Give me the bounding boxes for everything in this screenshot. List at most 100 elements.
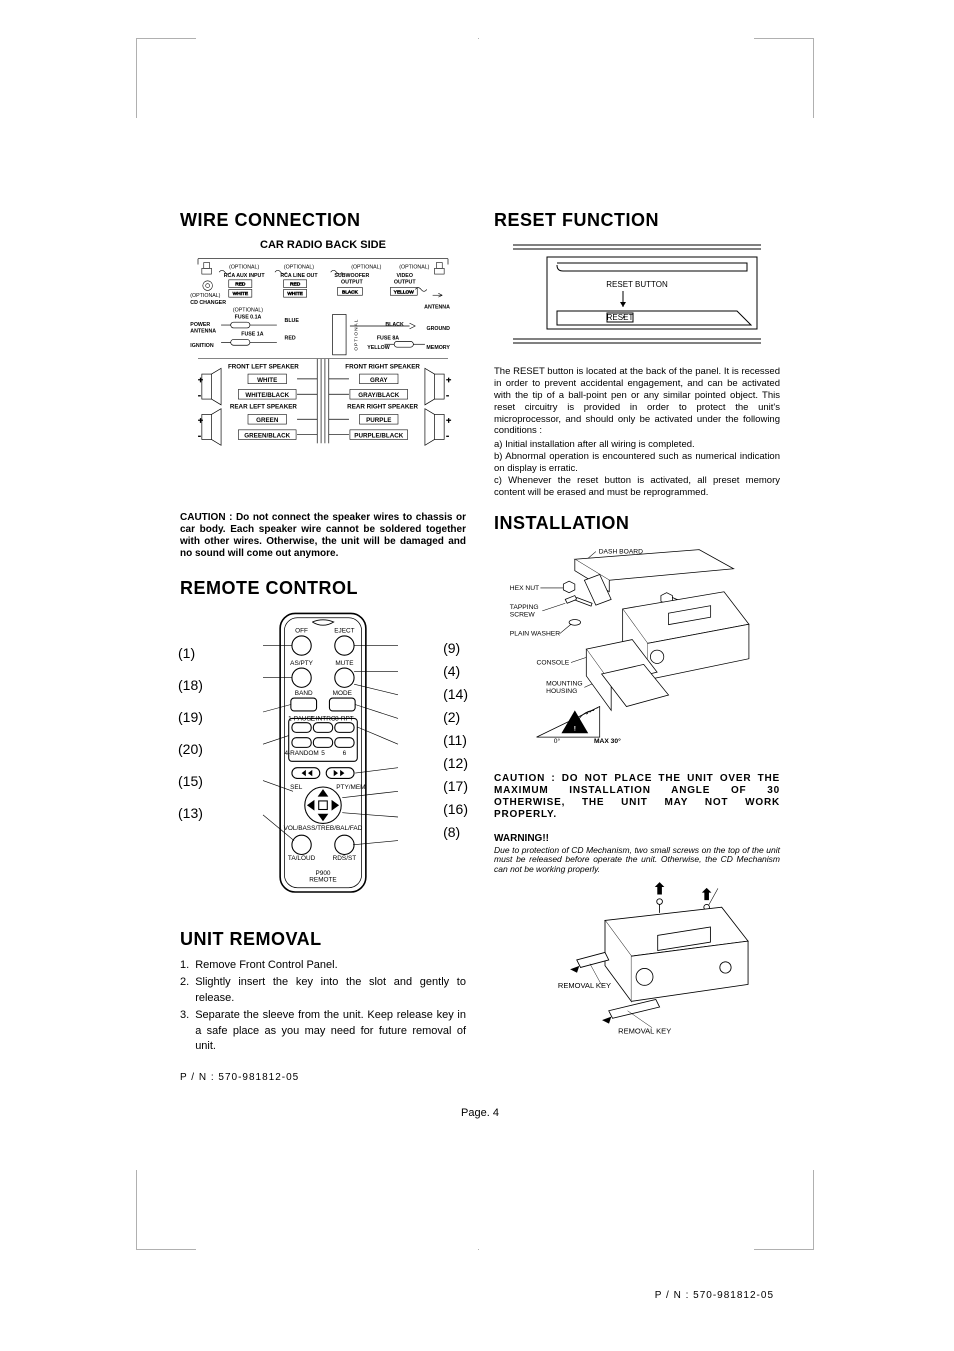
remote-numbers-right: (9) (4) (14) (2) (11) (12) (17) (16) (8): [443, 637, 468, 844]
svg-text:REAR LEFT SPEAKER: REAR LEFT SPEAKER: [230, 404, 298, 411]
reset-text-c: c) Whenever the reset button is activate…: [494, 475, 780, 499]
wire-diagram-title: CAR RADIO BACK SIDE: [180, 239, 466, 251]
crop-mark: [136, 1246, 196, 1250]
svg-text:GROUND: GROUND: [427, 326, 451, 332]
svg-text:BLACK: BLACK: [342, 289, 359, 295]
remote-num: (4): [443, 660, 468, 683]
svg-text:+: +: [198, 375, 203, 385]
wire-diagram-svg: (OPTIONAL) (OPTIONAL) (OPTIONAL) (OPTION…: [180, 251, 466, 501]
svg-text:WHITE: WHITE: [287, 291, 302, 297]
svg-text:2-INTRO: 2-INTRO: [310, 716, 336, 723]
svg-text:GREEN: GREEN: [256, 417, 279, 424]
svg-text:(OPTIONAL): (OPTIONAL): [229, 264, 259, 270]
svg-text:EJECT: EJECT: [334, 628, 354, 635]
svg-text:PURPLE: PURPLE: [366, 417, 391, 424]
remote-num: (1): [178, 637, 203, 669]
svg-text:RCA AUX INPUT: RCA AUX INPUT: [224, 273, 266, 279]
list-text: Slightly insert the key into the slot an…: [195, 975, 466, 1006]
remote-num: (12): [443, 752, 468, 775]
reset-text-main: The RESET button is located at the back …: [494, 366, 780, 437]
svg-text:BLACK: BLACK: [385, 322, 404, 328]
svg-text:-: -: [198, 390, 201, 400]
svg-text:+: +: [198, 415, 203, 425]
svg-text:PLAIN WASHER: PLAIN WASHER: [510, 630, 560, 637]
list-number: 2.: [180, 975, 189, 1006]
svg-text:POWER: POWER: [190, 322, 210, 328]
svg-text:REAR RIGHT SPEAKER: REAR RIGHT SPEAKER: [347, 404, 418, 411]
installation-diagram: DASH BOARD METAL MOUNTINGSTRAP HEX NUT T…: [494, 542, 780, 762]
svg-text:ANTENNA: ANTENNA: [190, 329, 216, 335]
svg-text:FUSE 1A: FUSE 1A: [241, 332, 263, 338]
svg-text:OUTPUT: OUTPUT: [394, 280, 416, 286]
svg-text:RESET BUTTON: RESET BUTTON: [606, 280, 668, 289]
remote-num: (8): [443, 821, 468, 844]
svg-text:(OPTIONAL): (OPTIONAL): [233, 308, 263, 314]
svg-text:RDS/ST: RDS/ST: [333, 855, 357, 862]
svg-text:PTY/MEM: PTY/MEM: [336, 784, 365, 791]
crop-mark: [136, 38, 196, 42]
svg-text:CONSOLE: CONSOLE: [537, 659, 570, 666]
svg-text:5: 5: [321, 750, 325, 757]
svg-text:AS/PTY: AS/PTY: [290, 660, 314, 667]
svg-text:0°: 0°: [554, 736, 561, 744]
svg-text:-: -: [446, 390, 449, 400]
remote-num: (2): [443, 706, 468, 729]
svg-text:RED: RED: [285, 335, 296, 341]
svg-text:CD CHANGER: CD CHANGER: [190, 300, 226, 306]
svg-text:YELLOW: YELLOW: [367, 345, 390, 351]
left-column: WIRE CONNECTION CAR RADIO BACK SIDE (OPT…: [180, 210, 466, 1083]
svg-text:MODE: MODE: [333, 690, 352, 697]
wire-diagram: CAR RADIO BACK SIDE (OPTIONAL) (OPTIONAL…: [180, 239, 466, 506]
crop-mark: [478, 1170, 479, 1250]
remote-control-heading: REMOTE CONTROL: [180, 578, 466, 599]
svg-text:FUSE 8A: FUSE 8A: [377, 335, 399, 341]
svg-text:FRONT LEFT SPEAKER: FRONT LEFT SPEAKER: [228, 363, 299, 370]
svg-text:RCA LINE OUT: RCA LINE OUT: [280, 273, 318, 279]
svg-text:WHITE/BLACK: WHITE/BLACK: [245, 392, 289, 399]
crop-mark: [754, 38, 814, 42]
list-number: 3.: [180, 1008, 189, 1054]
svg-text:TAPPING: TAPPING: [510, 604, 539, 611]
svg-text:-: -: [446, 431, 449, 441]
list-text: Separate the sleeve from the unit. Keep …: [195, 1008, 466, 1054]
svg-text:!: !: [574, 725, 576, 732]
svg-text:BAND: BAND: [295, 690, 313, 697]
svg-text:SEL: SEL: [290, 784, 303, 791]
remote-num: (18): [178, 669, 203, 701]
unit-removal-heading: UNIT REMOVAL: [180, 929, 466, 950]
installation-heading: INSTALLATION: [494, 513, 780, 534]
part-number-footer: P / N : 570-981812-05: [655, 1290, 774, 1301]
list-text: Remove Front Control Panel.: [195, 958, 337, 973]
crop-mark: [136, 38, 140, 118]
svg-text:BLUE: BLUE: [285, 318, 300, 324]
svg-text:3-RPT: 3-RPT: [335, 716, 354, 723]
remote-num: (14): [443, 683, 468, 706]
remote-num: (16): [443, 798, 468, 821]
svg-text:-: -: [198, 431, 201, 441]
svg-text:4-RANDOM: 4-RANDOM: [284, 750, 318, 757]
svg-text:VOL/BASS/TREB/BAL/FAD: VOL/BASS/TREB/BAL/FAD: [284, 825, 363, 832]
part-number-left: P / N : 570-981812-05: [180, 1072, 466, 1083]
svg-text:MOUNTING: MOUNTING: [546, 680, 582, 687]
remote-num: (19): [178, 701, 203, 733]
svg-text:HEX NUT: HEX NUT: [510, 584, 539, 591]
manual-page: WIRE CONNECTION CAR RADIO BACK SIDE (OPT…: [0, 0, 954, 1351]
removal-key-label: REMOVAL KEY: [558, 981, 611, 990]
remote-diagram: (1) (18) (19) (20) (15) (13) (9) (4) (14…: [180, 607, 466, 907]
crop-mark: [136, 1170, 140, 1250]
svg-text:(OPTIONAL): (OPTIONAL): [190, 293, 220, 299]
page-content: WIRE CONNECTION CAR RADIO BACK SIDE (OPT…: [180, 210, 780, 1119]
crop-mark: [754, 1246, 814, 1250]
svg-text:MEMORY: MEMORY: [426, 345, 450, 351]
remote-num: (13): [178, 797, 203, 829]
warning-text: Due to protection of CD Mechanism, two s…: [494, 846, 780, 875]
svg-text:OUTPUT: OUTPUT: [341, 280, 363, 286]
svg-text:6: 6: [343, 750, 347, 757]
svg-text:(OPTIONAL): (OPTIONAL): [284, 264, 314, 270]
svg-text:FRONT RIGHT SPEAKER: FRONT RIGHT SPEAKER: [345, 363, 420, 370]
remote-num: (15): [178, 765, 203, 797]
svg-text:REMOTE: REMOTE: [309, 876, 336, 883]
svg-text:OFF: OFF: [295, 628, 308, 635]
remote-numbers-left: (1) (18) (19) (20) (15) (13): [178, 637, 203, 829]
reset-diagram: RESET BUTTON RESET: [494, 239, 780, 349]
